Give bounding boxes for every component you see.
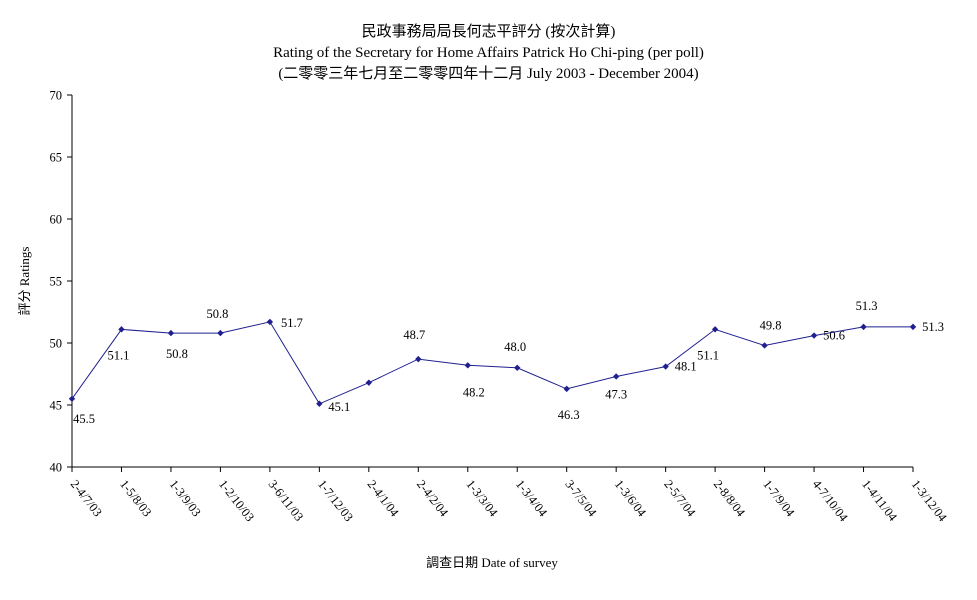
data-label: 48.1 [675, 360, 697, 374]
y-tick-label: 40 [50, 461, 63, 475]
x-tick-label: 2-4/2/04 [414, 477, 452, 520]
data-point [316, 400, 323, 407]
data-label: 45.1 [328, 400, 350, 414]
x-tick-label: 2-5/7/04 [661, 477, 699, 520]
data-point [662, 363, 669, 370]
chart-title: 民政事務局局長何志平評分 (按次計算) [361, 24, 616, 40]
x-tick-label: 2-8/8/04 [711, 477, 749, 520]
x-tick-label: 1-7/9/04 [760, 477, 798, 520]
x-tick-label: 1-3/6/04 [612, 477, 650, 520]
data-point [217, 329, 224, 337]
chart-axes [67, 94, 914, 472]
data-points [68, 318, 917, 407]
y-tick-label: 65 [50, 151, 63, 165]
y-tick-label: 70 [50, 89, 63, 103]
data-point [761, 342, 768, 349]
data-label: 49.8 [760, 318, 782, 332]
data-point [118, 326, 125, 333]
data-point [167, 329, 175, 337]
data-point [464, 362, 471, 369]
y-tick-label: 45 [50, 399, 63, 413]
data-point [266, 318, 274, 326]
x-tick-label: 1-5/8/03 [117, 477, 154, 519]
x-axis-title: 調查日期 Date of survey [426, 555, 558, 570]
data-label: 46.3 [558, 408, 580, 422]
x-tick-label: 2-4/7/03 [68, 477, 105, 519]
data-point [612, 373, 620, 380]
x-tick-label: 1-3/3/04 [463, 477, 501, 520]
data-label: 50.8 [166, 347, 188, 361]
data-labels: 45.5 51.1 50.8 50.8 51.7 45.1 48.7 48.2 48.0 46.3… [73, 299, 944, 426]
x-tick-label: 2-4/1/04 [364, 477, 402, 520]
chart-titles: 民政事務局局長何志平評分 (按次計算) Rating of the Secret… [0, 22, 977, 85]
data-point [810, 332, 818, 339]
x-tick-label: 1-4/11/04 [859, 477, 900, 524]
x-tick-label: 1-3/4/04 [513, 477, 551, 520]
x-tick-label: 3-6/11/03 [266, 477, 307, 524]
data-label: 47.3 [605, 387, 627, 401]
data-label: 48.2 [463, 385, 485, 399]
data-label: 48.0 [504, 340, 526, 354]
chart-subtitle-period: (二零零三年七月至二零零四年十二月 July 2003 - December 2… [278, 66, 699, 82]
data-point [365, 379, 373, 386]
data-label: 51.7 [281, 316, 303, 330]
data-point [563, 385, 570, 393]
x-tick-label: 1-3/9/03 [167, 477, 204, 519]
y-tick-label: 60 [50, 213, 63, 227]
data-label: 51.1 [697, 348, 719, 362]
data-label: 51.3 [922, 320, 944, 334]
data-label: 51.3 [856, 299, 878, 313]
data-label: 51.1 [108, 348, 130, 362]
y-axis-title: 評分 Ratings [17, 247, 32, 316]
data-point [514, 364, 521, 371]
x-tick-label: 1-3/12/04 [909, 477, 950, 525]
data-label: 50.6 [823, 329, 845, 343]
data-point [711, 326, 719, 333]
y-tick-label: 55 [50, 275, 63, 289]
series-line-path [71, 321, 913, 405]
data-label: 50.8 [206, 307, 228, 321]
y-tick-label: 50 [50, 337, 63, 351]
series-line [71, 321, 913, 405]
x-tick-label: 1-7/12/03 [315, 477, 356, 524]
data-point [68, 395, 76, 402]
data-label: 48.7 [403, 328, 425, 342]
data-point [860, 323, 867, 331]
data-point [415, 355, 422, 363]
x-tick-label: 4-7/10/04 [810, 477, 851, 525]
chart-subtitle: Rating of the Secretary for Home Affairs… [273, 45, 704, 61]
x-tick-label: 1-2/10/03 [216, 477, 257, 524]
data-point [909, 323, 917, 331]
x-tick-label: 3-7/5/04 [562, 477, 600, 520]
data-label: 45.5 [73, 412, 95, 426]
tick-labels: 40 45 50 55 60 65 70 2-4/7/03 1-5/8/03 1-3/9/03 1-… [50, 89, 951, 525]
